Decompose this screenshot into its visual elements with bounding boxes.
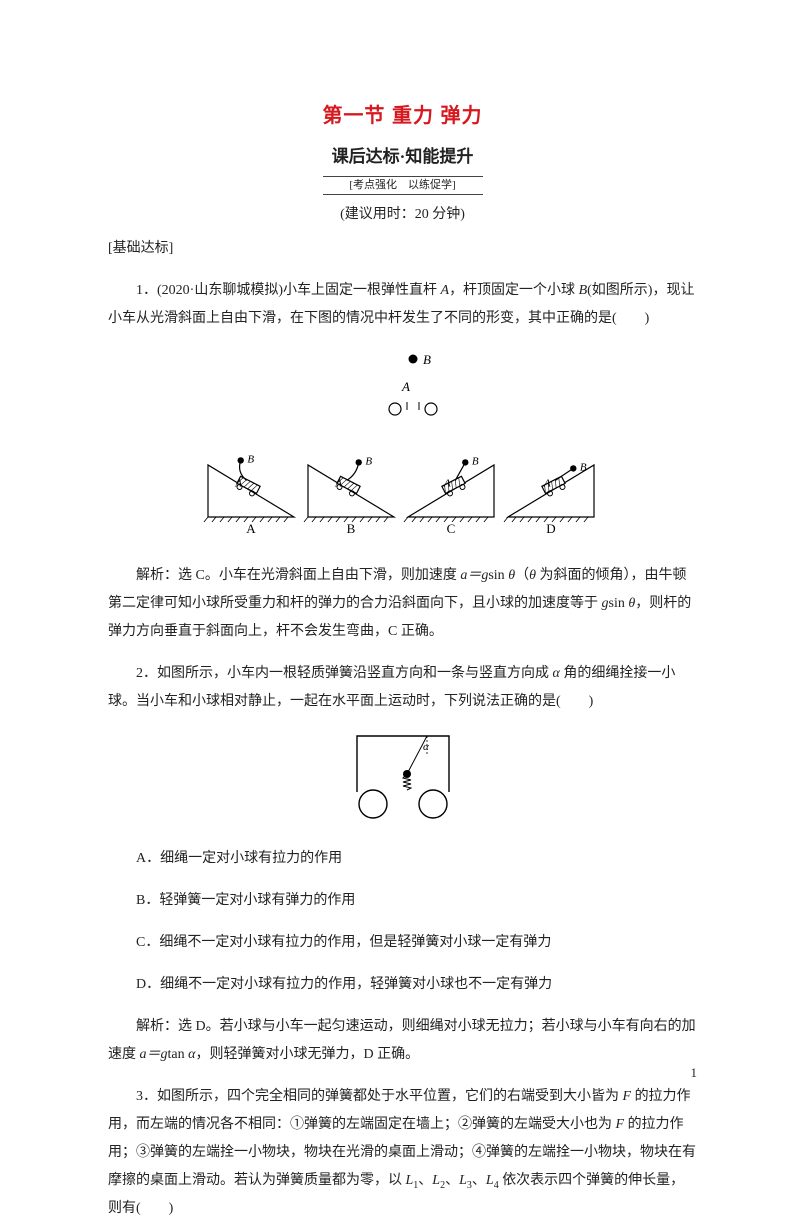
q2-optA: A．细绳一定对小球有拉力的作用 [108, 845, 697, 873]
q2-stem-a: 2．如图所示，小车内一根轻质弹簧沿竖直方向和一条与竖直方向成 [136, 666, 553, 681]
q3-L3: L [459, 1173, 467, 1188]
q2-optC: C．细绳不一定对小球有拉力的作用，但是轻弹簧对小球一定有弹力 [108, 929, 697, 957]
q1-stem: 1．(2020·山东聊城模拟)小车上固定一根弹性直杆 A，杆顶固定一个小球 B(… [108, 277, 697, 333]
svg-text:D: D [546, 521, 555, 536]
svg-text:B: B [247, 453, 254, 465]
svg-text:B: B [365, 455, 372, 467]
q2-sol-e: ，则轻弹簧对小球无弹力，D 正确。 [195, 1047, 419, 1062]
q1-figure: BAABAABBABCABD [108, 347, 697, 548]
q1-sol-i: sin [609, 596, 629, 611]
q1-sol-b: a＝g [460, 568, 488, 583]
q3-F2: F [616, 1117, 625, 1132]
doc-title: 第一节 重力 弹力 [108, 96, 697, 136]
q2-stem: 2．如图所示，小车内一根轻质弹簧沿竖直方向和一条与竖直方向成 α 角的细绳拴接一… [108, 660, 697, 716]
q2-optB: B．轻弹簧一定对小球有弹力的作用 [108, 887, 697, 915]
q2-sol-b: a＝g [140, 1047, 168, 1062]
svg-text:A: A [246, 521, 256, 536]
q2-sol-c: tan [168, 1047, 189, 1062]
q3-F1: F [623, 1089, 632, 1104]
q1-A: A [441, 283, 450, 298]
q1-sol-e: （ [515, 568, 529, 583]
q3-c3: 、 [472, 1173, 486, 1188]
q3-L4: L [486, 1173, 494, 1188]
svg-text:B: B [579, 461, 586, 473]
svg-text:B: B [471, 455, 478, 467]
q1-sol-h: g [602, 596, 609, 611]
q2-svg: α [343, 730, 463, 820]
q1-sol-f: θ [529, 568, 536, 583]
q3-c2: 、 [445, 1173, 459, 1188]
q2-figure: α [108, 730, 697, 831]
q3-L2: L [432, 1173, 440, 1188]
q1-sol-c: sin [488, 568, 508, 583]
q1-svg: BAABAABBABCABD [198, 347, 608, 537]
q3-c1: 、 [418, 1173, 432, 1188]
svg-text:A: A [542, 477, 550, 489]
svg-text:A: A [334, 477, 342, 489]
q1-B: B [579, 283, 588, 298]
belt: [考点强化 以练促学] [323, 176, 483, 195]
page-number: 1 [691, 1060, 698, 1086]
q1-sol-a: 解析：选 C。小车在光滑斜面上自由下滑，则加速度 [136, 568, 460, 583]
q1-stem-a: 1．(2020·山东聊城模拟)小车上固定一根弹性直杆 [136, 283, 441, 298]
section-label: [基础达标] [108, 235, 697, 263]
q2-solution: 解析：选 D。若小球与小车一起匀速运动，则细绳对小球无拉力；若小球与小车有向右的… [108, 1013, 697, 1069]
q3-L1: L [406, 1173, 414, 1188]
page: 第一节 重力 弹力 课后达标·知能提升 [考点强化 以练促学] (建议用时：20… [0, 0, 793, 1122]
q1-stem-b: ，杆顶固定一个小球 [449, 283, 579, 298]
svg-text:B: B [423, 352, 431, 367]
svg-text:A: A [234, 477, 242, 489]
doc-subtitle: 课后达标·知能提升 [108, 140, 697, 174]
q2-optD: D．细绳不一定对小球有拉力的作用，轻弹簧对小球也不一定有弹力 [108, 971, 697, 999]
q3-stem: 3．如图所示，四个完全相同的弹簧都处于水平位置，它们的右端受到大小皆为 F 的拉… [108, 1083, 697, 1223]
q1-solution: 解析：选 C。小车在光滑斜面上自由下滑，则加速度 a＝gsin θ（θ 为斜面的… [108, 562, 697, 646]
q2-alpha: α [553, 666, 560, 681]
svg-text:C: C [446, 521, 455, 536]
q3-stem-a: 3．如图所示，四个完全相同的弹簧都处于水平位置，它们的右端受到大小皆为 [136, 1089, 623, 1104]
svg-text:A: A [442, 477, 450, 489]
suggested-time: (建议用时：20 分钟) [108, 201, 697, 229]
svg-text:A: A [401, 379, 410, 394]
svg-text:α: α [423, 741, 429, 753]
svg-text:B: B [346, 521, 355, 536]
